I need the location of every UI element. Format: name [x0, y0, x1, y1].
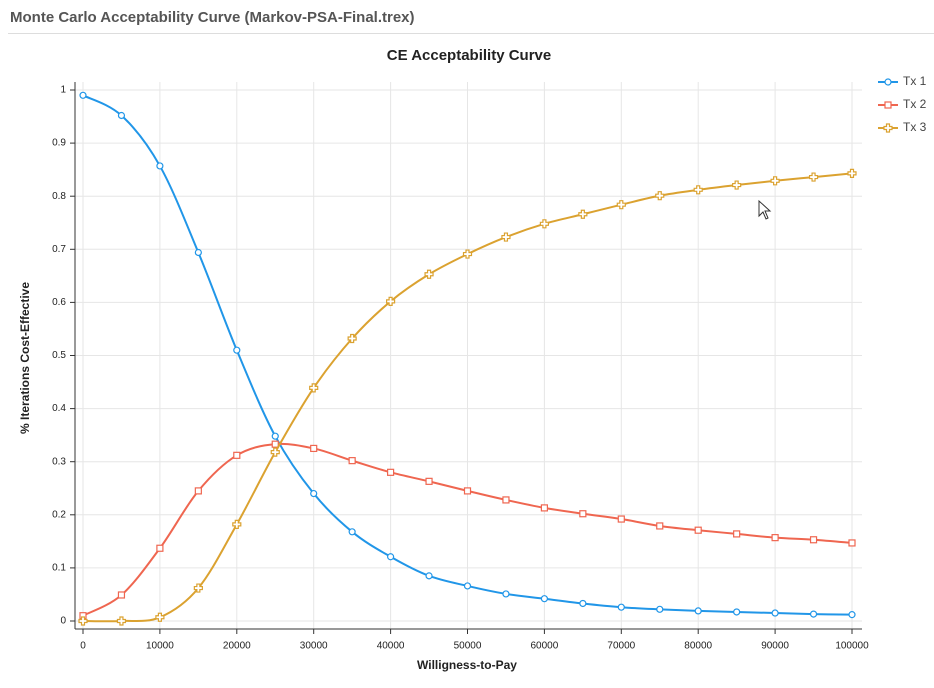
x-tick-label: 100000 — [835, 641, 869, 652]
legend-marker — [884, 78, 892, 86]
y-axis-label: % Iterations Cost-Effective — [18, 282, 32, 434]
legend-marker — [884, 101, 892, 109]
point — [656, 605, 664, 613]
point — [732, 180, 742, 190]
point — [387, 553, 395, 561]
point — [463, 487, 472, 495]
point — [309, 383, 319, 393]
point — [502, 590, 510, 598]
legend-marker — [883, 123, 893, 133]
point — [693, 185, 703, 195]
x-tick-label: 60000 — [530, 641, 558, 652]
x-tick-label: 90000 — [761, 641, 789, 652]
y-tick-label: 0.1 — [52, 563, 66, 574]
x-tick-label: 50000 — [454, 641, 482, 652]
point — [579, 599, 587, 608]
point — [578, 209, 588, 219]
x-axis-label: Willigness-to-Pay — [417, 658, 517, 672]
x-tick-label: 10000 — [146, 641, 174, 652]
y-tick-label: 0.6 — [52, 297, 66, 308]
point — [348, 528, 356, 536]
point — [616, 200, 626, 210]
point — [310, 489, 318, 498]
x-tick-label: 70000 — [607, 641, 635, 652]
series-line — [82, 172, 853, 623]
point — [117, 111, 126, 120]
point — [848, 611, 856, 619]
x-tick-label: 40000 — [377, 641, 405, 652]
y-tick-label: 0 — [60, 616, 66, 627]
legend-label: Tx 3 — [903, 120, 927, 134]
y-tick-label: 0.9 — [52, 138, 66, 149]
point — [770, 176, 780, 186]
point — [733, 608, 741, 616]
point — [694, 526, 702, 534]
point — [809, 610, 818, 618]
point — [233, 451, 241, 459]
point — [386, 296, 396, 306]
point — [425, 477, 433, 485]
point — [271, 440, 279, 448]
point — [462, 249, 473, 259]
point — [502, 496, 510, 504]
point — [847, 168, 857, 178]
x-tick-label: 30000 — [300, 641, 328, 652]
x-tick-label: 80000 — [684, 641, 712, 652]
point — [117, 591, 126, 599]
point — [271, 432, 279, 440]
point — [655, 191, 665, 201]
chart-title: CE Acceptability Curve — [387, 47, 552, 64]
point — [387, 468, 395, 476]
point — [733, 530, 741, 538]
x-tick-label: 20000 — [223, 641, 251, 652]
point — [809, 536, 818, 544]
point — [694, 607, 702, 615]
point — [540, 504, 549, 512]
point — [848, 539, 856, 547]
point — [424, 269, 434, 279]
point — [156, 162, 164, 170]
point — [270, 447, 280, 457]
point — [194, 487, 202, 495]
point — [347, 333, 357, 344]
legend-label: Tx 1 — [903, 74, 927, 88]
point — [155, 612, 165, 622]
y-tick-label: 0.8 — [52, 191, 66, 202]
y-tick-label: 0.5 — [52, 350, 66, 361]
point — [310, 444, 318, 453]
point — [501, 232, 511, 242]
point — [617, 603, 625, 611]
y-tick-label: 1 — [60, 85, 66, 96]
y-tick-label: 0.2 — [52, 509, 66, 520]
point — [463, 582, 472, 590]
x-tick-label: 0 — [80, 641, 86, 652]
point — [617, 515, 625, 523]
point — [425, 572, 433, 580]
mouse-cursor — [758, 199, 772, 220]
point — [78, 616, 88, 626]
point — [156, 544, 164, 552]
point — [579, 510, 587, 518]
point — [233, 346, 241, 354]
point — [539, 219, 549, 229]
point — [116, 616, 127, 626]
y-tick-label: 0.7 — [52, 244, 66, 255]
point — [808, 172, 819, 182]
point — [656, 522, 664, 530]
series-line — [82, 94, 853, 616]
point — [232, 519, 242, 529]
point — [540, 595, 549, 603]
page-title: Monte Carlo Acceptability Curve (Markov-… — [10, 9, 415, 26]
point — [79, 91, 87, 99]
point — [771, 609, 779, 617]
point — [348, 457, 356, 465]
point — [193, 583, 203, 593]
point — [194, 248, 202, 257]
y-tick-label: 0.3 — [52, 456, 66, 467]
legend-label: Tx 2 — [903, 97, 927, 111]
point — [771, 534, 779, 542]
y-tick-label: 0.4 — [52, 403, 66, 414]
